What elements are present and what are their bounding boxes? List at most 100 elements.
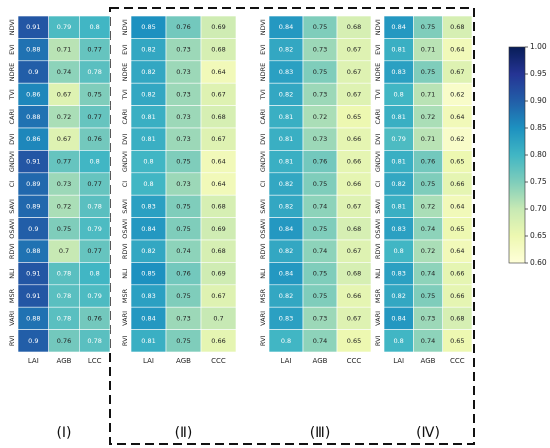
- cell-value-label: 0.69: [211, 270, 225, 278]
- colorbar-tick-label: 0.80: [530, 150, 547, 159]
- cell-value-label: 0.75: [421, 180, 435, 188]
- row-label: RDVI: [374, 243, 382, 259]
- cell-value-label: 0.78: [57, 314, 71, 322]
- cell-value-label: 0.82: [141, 90, 155, 98]
- colorbar-tick-label: 0.85: [530, 123, 547, 132]
- row-label: GNDVI: [259, 151, 267, 172]
- cell-value-label: 0.76: [87, 135, 101, 143]
- cell-value-label: 0.81: [279, 158, 293, 166]
- row-label: MSR: [121, 288, 129, 303]
- cell-value-label: 0.67: [211, 292, 225, 300]
- cell-value-label: 0.64: [450, 202, 464, 210]
- cell-value-label: 0.84: [391, 314, 405, 322]
- cell-value-label: 0.68: [347, 23, 361, 31]
- row-label: RVI: [8, 335, 16, 346]
- cell-value-label: 0.72: [421, 247, 435, 255]
- cell-value-label: 0.81: [391, 202, 405, 210]
- cell-value-label: 0.64: [211, 158, 225, 166]
- cell-value-label: 0.73: [313, 90, 327, 98]
- cell-value-label: 0.77: [87, 113, 101, 121]
- row-label: NDVI: [121, 19, 129, 35]
- row-label: VARI: [8, 311, 16, 326]
- row-label: EVI: [8, 44, 16, 55]
- cell-value-label: 0.81: [279, 113, 293, 121]
- cell-value-label: 0.74: [421, 270, 435, 278]
- cell-value-label: 0.79: [87, 225, 101, 233]
- row-label: TVI: [8, 89, 16, 100]
- row-label: RVI: [259, 335, 267, 346]
- cell-value-label: 0.68: [450, 23, 464, 31]
- column-label: LAI: [281, 357, 292, 365]
- cell-value-label: 0.8: [393, 337, 403, 345]
- cell-value-label: 0.62: [450, 90, 464, 98]
- cell-value-label: 0.73: [313, 314, 327, 322]
- row-label: RDVI: [8, 243, 16, 259]
- cell-value-label: 0.74: [313, 247, 327, 255]
- cell-value-label: 0.9: [28, 337, 38, 345]
- cell-value-label: 0.82: [279, 202, 293, 210]
- cell-value-label: 0.75: [57, 225, 71, 233]
- heatmap-panel-1: NDVI EVI NDRE TVI CARI DVI GNDVI CI SAVI OSAVI RDV…: [8, 15, 111, 441]
- cell-value-label: 0.73: [176, 46, 190, 54]
- cell-value-label: 0.81: [141, 337, 155, 345]
- cell-value-label: 0.88: [26, 46, 40, 54]
- cell-value-label: 0.68: [211, 247, 225, 255]
- cell-value-label: 0.79: [57, 23, 71, 31]
- row-label: CARI: [259, 109, 267, 125]
- cell-value-label: 0.78: [87, 68, 101, 76]
- cell-value-label: 0.68: [211, 46, 225, 54]
- cell-value-label: 0.67: [211, 135, 225, 143]
- cell-value-label: 0.83: [391, 225, 405, 233]
- column-label: CCC: [450, 357, 465, 365]
- cell-value-label: 0.79: [391, 135, 405, 143]
- row-label: GNDVI: [8, 151, 16, 172]
- cell-value-label: 0.72: [421, 202, 435, 210]
- cell-value-label: 0.91: [26, 292, 40, 300]
- cell-value-label: 0.67: [211, 90, 225, 98]
- cell-value-label: 0.66: [211, 337, 225, 345]
- cell-value-label: 0.81: [141, 113, 155, 121]
- cell-value-label: 0.73: [57, 180, 71, 188]
- colorbar-tick-label: 0.60: [530, 258, 547, 267]
- cell-value-label: 0.89: [26, 202, 40, 210]
- cell-value-label: 0.82: [279, 247, 293, 255]
- cell-value-label: 0.89: [26, 180, 40, 188]
- cell-value-label: 0.85: [141, 270, 155, 278]
- column-label: AGB: [421, 357, 436, 365]
- cell-value-label: 0.8: [143, 158, 153, 166]
- dashed-group-frame: [109, 7, 475, 445]
- row-label: RVI: [121, 335, 129, 346]
- column-label: AGB: [313, 357, 328, 365]
- cell-value-label: 0.66: [347, 292, 361, 300]
- cell-value-label: 0.82: [279, 90, 293, 98]
- cell-value-label: 0.7: [59, 247, 69, 255]
- cell-value-label: 0.78: [87, 337, 101, 345]
- cell-value-label: 0.75: [421, 68, 435, 76]
- cell-value-label: 0.75: [313, 225, 327, 233]
- colorbar-tick-label: 0.75: [530, 177, 547, 186]
- cell-value-label: 0.67: [450, 68, 464, 76]
- row-label: NDVI: [259, 19, 267, 35]
- cell-value-label: 0.75: [176, 225, 190, 233]
- row-label: MSR: [259, 288, 267, 303]
- row-label: CARI: [8, 109, 16, 125]
- cell-value-label: 0.73: [176, 135, 190, 143]
- cell-value-label: 0.73: [176, 314, 190, 322]
- row-label: NDRE: [259, 63, 267, 82]
- row-label: NDVI: [8, 19, 16, 35]
- cell-value-label: 0.82: [141, 46, 155, 54]
- row-label: TVI: [259, 89, 267, 100]
- cell-value-label: 0.75: [87, 90, 101, 98]
- cell-value-label: 0.74: [421, 225, 435, 233]
- cell-value-label: 0.67: [57, 90, 71, 98]
- heatmap-panel-4: NDVI EVI NDRE TVI CARI DVI GNDVI CI SAVI OSAVI RDV…: [374, 15, 473, 441]
- row-label: EVI: [259, 44, 267, 55]
- row-label: VARI: [374, 311, 382, 326]
- row-label: RVI: [374, 335, 382, 346]
- cell-value-label: 0.66: [450, 270, 464, 278]
- cell-value-label: 0.77: [87, 247, 101, 255]
- row-label: NDRE: [8, 63, 16, 82]
- cell-value-label: 0.71: [421, 135, 435, 143]
- cell-value-label: 0.73: [176, 90, 190, 98]
- cell-value-label: 0.83: [141, 202, 155, 210]
